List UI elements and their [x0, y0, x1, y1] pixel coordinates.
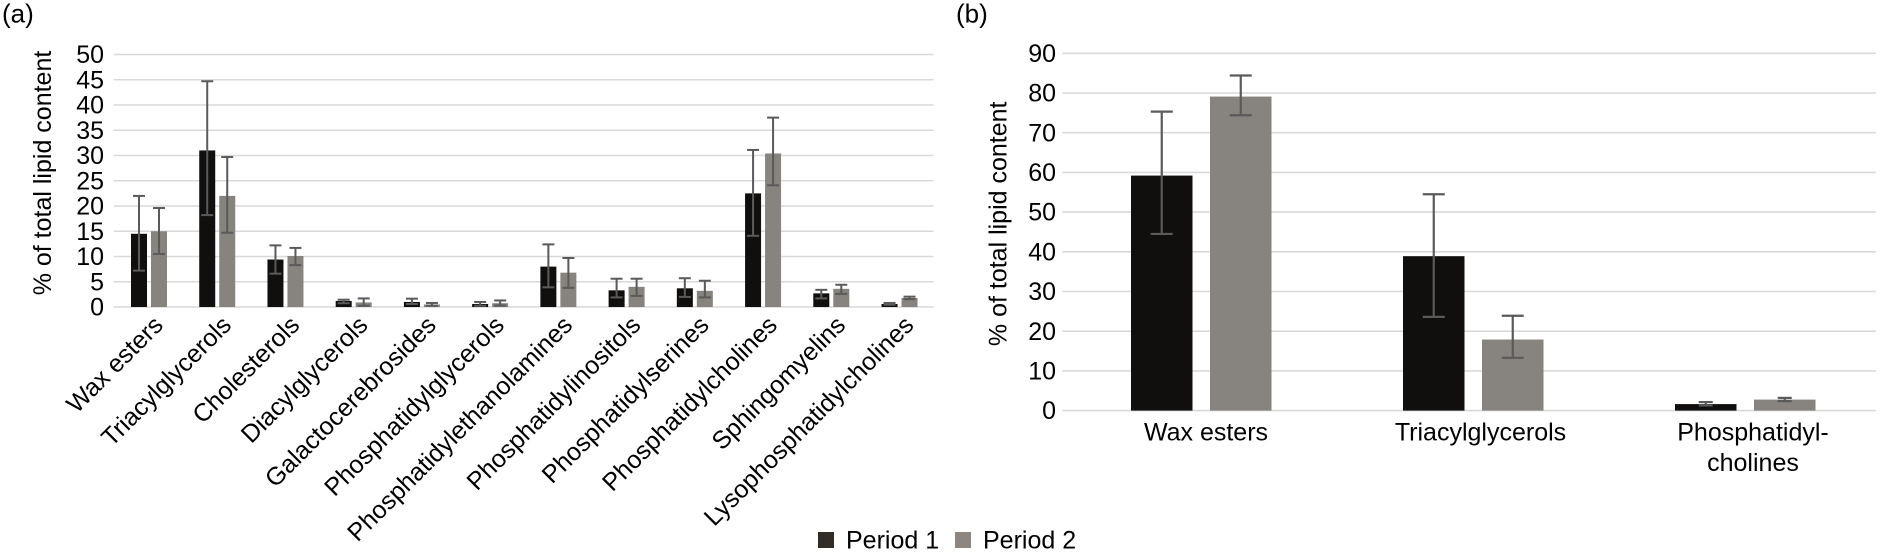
svg-text:Period 1: Period 1: [846, 526, 939, 554]
svg-text:20: 20: [1028, 318, 1056, 346]
svg-text:% of total lipid content: % of total lipid content: [29, 51, 57, 296]
svg-text:(a): (a): [2, 0, 34, 29]
svg-text:70: 70: [1028, 119, 1056, 147]
svg-text:60: 60: [1028, 159, 1056, 187]
svg-text:(b): (b): [956, 0, 988, 29]
svg-text:Triacylglycerols: Triacylglycerols: [1395, 419, 1566, 447]
svg-text:50: 50: [1028, 199, 1056, 227]
svg-text:40: 40: [76, 92, 104, 120]
svg-text:5: 5: [90, 268, 104, 296]
svg-text:45: 45: [76, 66, 104, 94]
svg-text:35: 35: [76, 117, 104, 145]
svg-text:Wax esters: Wax esters: [1144, 419, 1268, 447]
svg-text:cholines: cholines: [1707, 449, 1799, 477]
svg-text:10: 10: [76, 243, 104, 271]
svg-text:Period 2: Period 2: [983, 526, 1076, 554]
svg-text:10: 10: [1028, 358, 1056, 386]
svg-text:30: 30: [1028, 278, 1056, 306]
svg-text:30: 30: [76, 142, 104, 170]
svg-text:0: 0: [1042, 397, 1056, 425]
svg-text:0: 0: [90, 294, 104, 322]
svg-text:25: 25: [76, 167, 104, 195]
svg-text:40: 40: [1028, 238, 1056, 266]
svg-text:15: 15: [76, 218, 104, 246]
svg-text:% of total lipid content: % of total lipid content: [985, 101, 1013, 346]
svg-text:90: 90: [1028, 40, 1056, 68]
svg-text:50: 50: [76, 41, 104, 69]
svg-text:20: 20: [76, 193, 104, 221]
svg-text:Phosphatidyl-: Phosphatidyl-: [1677, 419, 1828, 447]
svg-text:80: 80: [1028, 80, 1056, 108]
